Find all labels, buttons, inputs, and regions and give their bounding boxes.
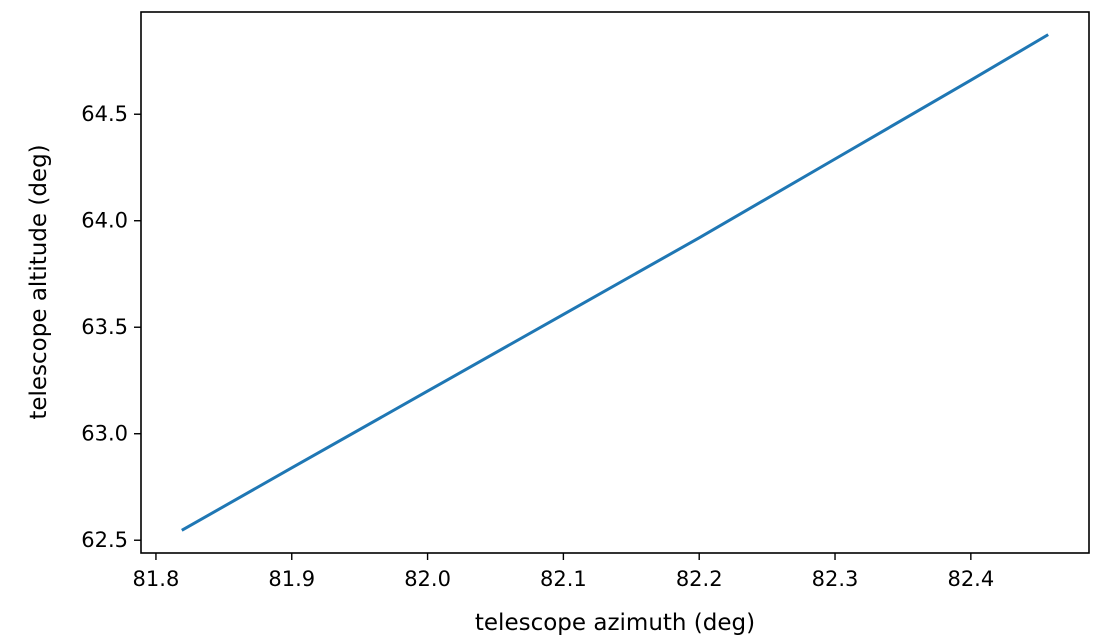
x-tick-label: 82.1 xyxy=(540,567,587,591)
y-axis-label: telescope altitude (deg) xyxy=(26,144,52,419)
x-tick-label: 82.0 xyxy=(404,567,451,591)
y-tick-label: 62.5 xyxy=(81,528,128,552)
x-tick-label: 81.9 xyxy=(268,567,315,591)
x-tick-label: 82.3 xyxy=(812,567,859,591)
y-tick-label: 63.0 xyxy=(81,422,128,446)
y-tick-label: 63.5 xyxy=(81,315,128,339)
x-tick-label: 82.2 xyxy=(676,567,723,591)
x-tick-label: 82.4 xyxy=(947,567,994,591)
x-axis-label: telescope azimuth (deg) xyxy=(475,610,755,636)
series-line xyxy=(181,33,1049,532)
y-tick-label: 64.0 xyxy=(81,209,128,233)
series-layer xyxy=(181,33,1049,532)
x-tick-label: 81.8 xyxy=(133,567,180,591)
y-tick-label: 64.5 xyxy=(81,102,128,126)
plot-frame xyxy=(140,11,1090,554)
x-axis-ticks: 81.8 81.9 82.0 82.1 82.2 82.3 82.4 xyxy=(133,553,994,591)
y-axis-ticks: 62.5 63.0 63.5 64.0 64.5 xyxy=(81,102,141,552)
